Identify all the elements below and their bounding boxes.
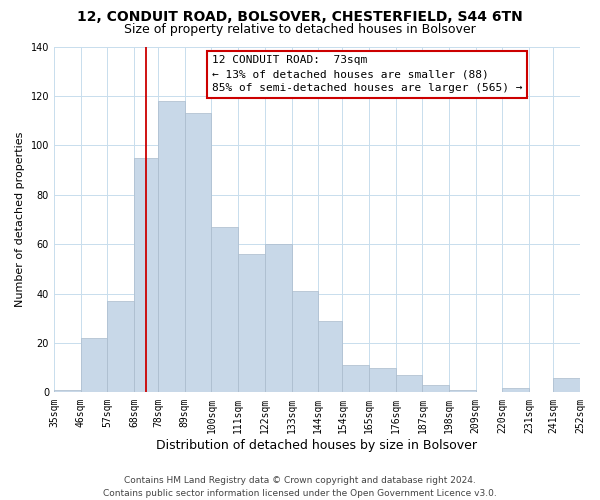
Bar [134,158,158,392]
Bar [211,227,238,392]
Y-axis label: Number of detached properties: Number of detached properties [15,132,25,307]
Bar [80,338,107,392]
Bar [185,113,211,392]
Bar [396,375,422,392]
X-axis label: Distribution of detached houses by size in Bolsover: Distribution of detached houses by size … [157,440,478,452]
Bar [343,366,369,392]
Bar [369,368,396,392]
Bar [107,301,134,392]
Bar [318,321,343,392]
Text: 12 CONDUIT ROAD:  73sqm
← 13% of detached houses are smaller (88)
85% of semi-de: 12 CONDUIT ROAD: 73sqm ← 13% of detached… [212,55,522,93]
Text: Size of property relative to detached houses in Bolsover: Size of property relative to detached ho… [124,22,476,36]
Text: 12, CONDUIT ROAD, BOLSOVER, CHESTERFIELD, S44 6TN: 12, CONDUIT ROAD, BOLSOVER, CHESTERFIELD… [77,10,523,24]
Bar [422,385,449,392]
Bar [449,390,476,392]
Bar [238,254,265,392]
Bar [265,244,292,392]
Text: Contains HM Land Registry data © Crown copyright and database right 2024.
Contai: Contains HM Land Registry data © Crown c… [103,476,497,498]
Bar [553,378,580,392]
Bar [54,390,80,392]
Bar [158,101,185,392]
Bar [502,388,529,392]
Bar [292,291,318,392]
